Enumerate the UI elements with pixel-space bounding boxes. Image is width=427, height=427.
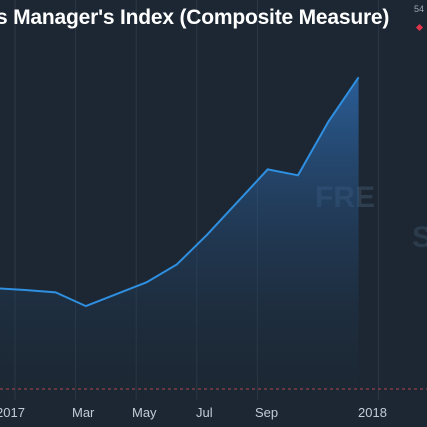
watermark-text-2: S	[412, 221, 427, 254]
x-tick-label: Sep	[255, 405, 278, 420]
x-tick-label: 2017	[0, 405, 25, 420]
x-axis-ticks: 2017 Mar May Jul Sep 2018	[0, 405, 387, 420]
series-line	[0, 76, 360, 308]
x-tick-label: Jul	[196, 405, 213, 420]
x-tick-label: Mar	[72, 405, 95, 420]
current-value-badge: 54	[414, 4, 425, 14]
chart-title: s Manager's Index (Composite Measure)	[0, 6, 390, 29]
series-area	[0, 77, 359, 400]
x-tick-label: May	[132, 405, 157, 420]
x-tick-label: 2018	[358, 405, 387, 420]
